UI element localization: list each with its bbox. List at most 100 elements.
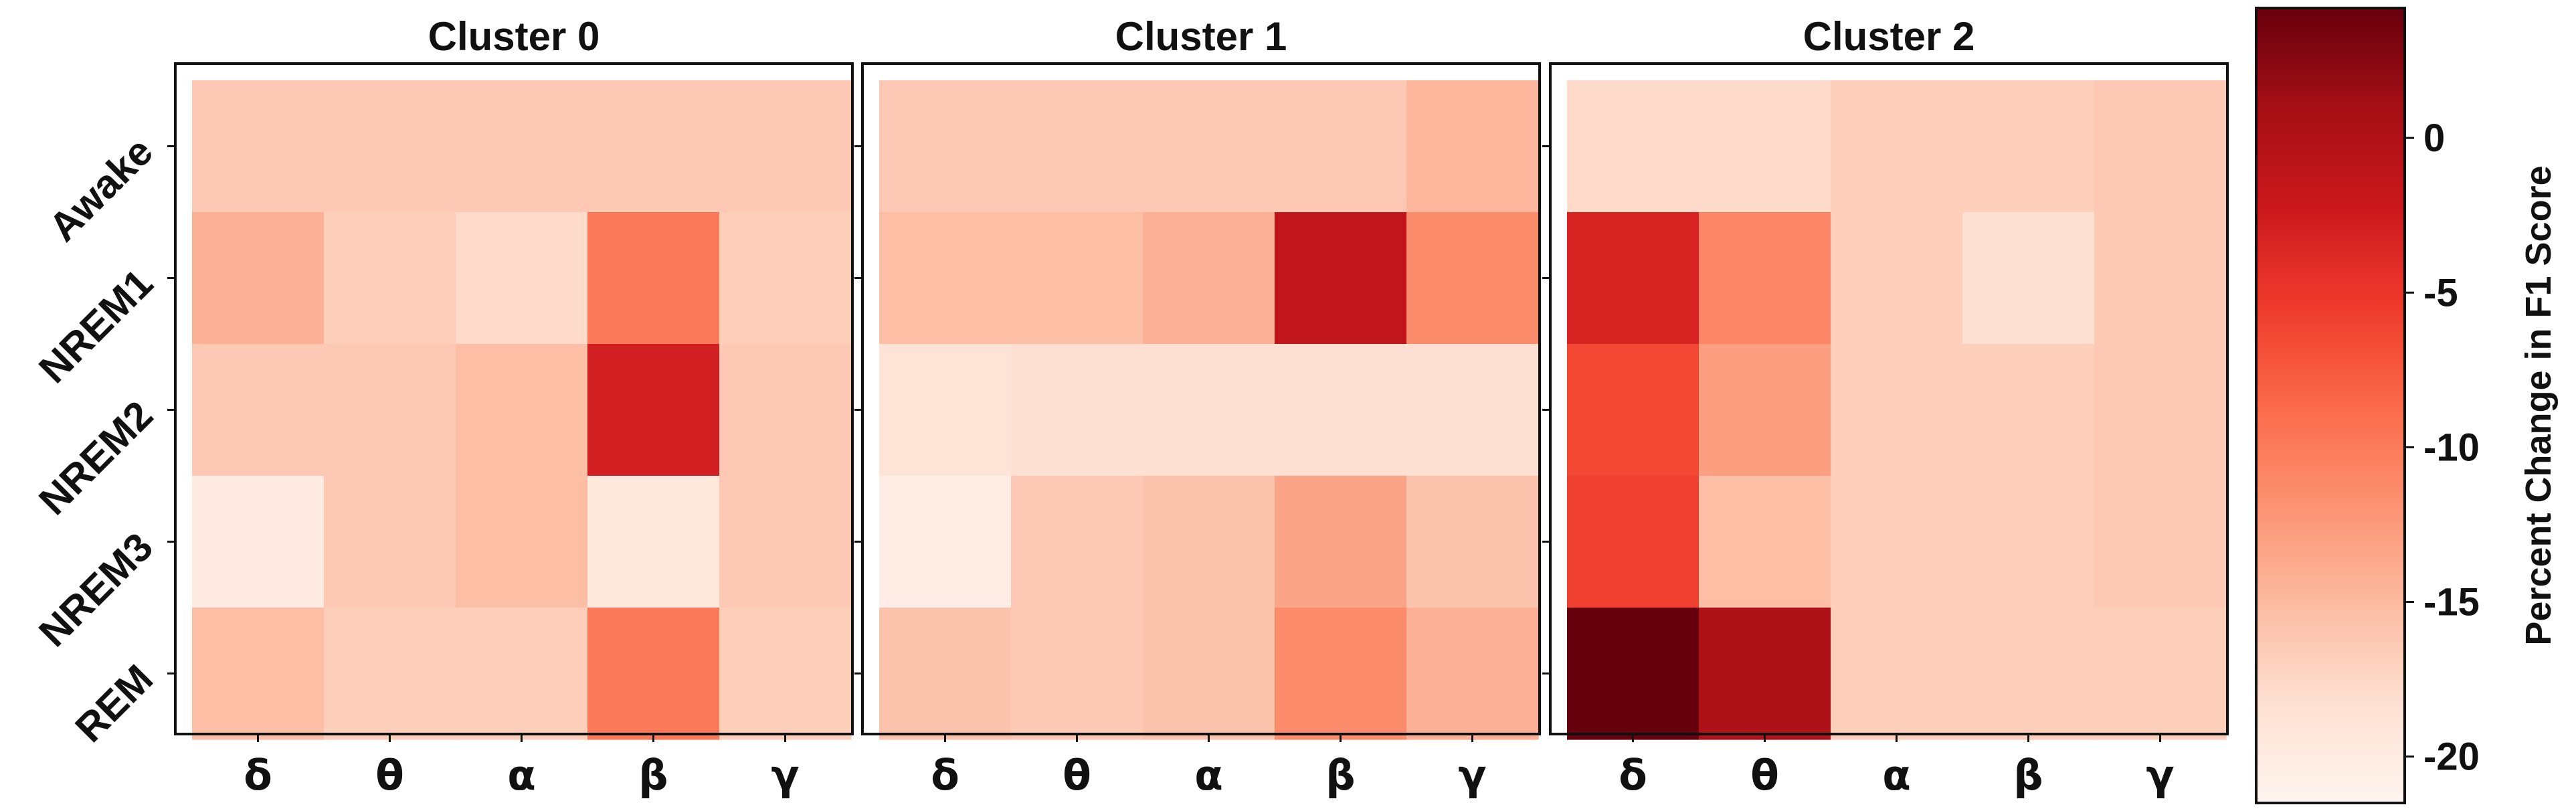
heatmap-cell — [1011, 80, 1143, 213]
heatmap-cell — [587, 608, 720, 740]
heatmap-cell — [1011, 608, 1143, 740]
heatmap-cell — [719, 608, 852, 740]
heatmap-cell — [1406, 344, 1539, 476]
heatmap-cell — [324, 608, 456, 740]
x-tick-label: γ — [771, 751, 799, 800]
heatmap-cell — [324, 212, 456, 345]
heatmap-cell — [1699, 212, 1831, 345]
heatmap-cell — [1699, 80, 1831, 213]
row-label: REM — [67, 656, 162, 751]
row-label: Awake — [40, 128, 161, 250]
heatmap-cell — [1831, 344, 1963, 476]
heatmap-cell — [587, 80, 720, 213]
heatmap-cell — [1831, 212, 1963, 345]
heatmap-cell — [1143, 476, 1275, 608]
heatmap-cell — [2094, 80, 2227, 213]
panel-frame — [861, 62, 1541, 735]
heatmap-cell — [1275, 344, 1407, 476]
heatmap-cell — [1699, 344, 1831, 476]
x-tick-label: γ — [1458, 751, 1486, 800]
heatmap-cell — [192, 212, 325, 345]
heatmap-cell — [1567, 608, 1699, 740]
heatmap-cell — [2094, 344, 2227, 476]
heatmap-cell — [1143, 212, 1275, 345]
heatmap-cell — [456, 608, 588, 740]
heatmap-cell — [1275, 212, 1407, 345]
heatmap-cell — [456, 212, 588, 345]
heatmap-cell — [879, 476, 1012, 608]
heatmap-cell — [1143, 80, 1275, 213]
heatmap-cell — [1275, 608, 1407, 740]
heatmap-cell — [2094, 476, 2227, 608]
heatmap-cell — [1011, 476, 1143, 608]
panel-title: Cluster 2 — [1803, 14, 1975, 59]
x-tick-label: β — [1325, 751, 1355, 800]
x-tick-label: γ — [2146, 751, 2174, 800]
heatmap-cell — [587, 476, 720, 608]
heatmap-cell — [192, 608, 325, 740]
panel-0: Cluster 0 δ θ α β γ — [167, 14, 854, 800]
heatmap-cell — [1567, 80, 1699, 213]
heatmap-cell — [719, 80, 852, 213]
colorbar-tick-label: -10 — [2423, 426, 2480, 469]
heatmap-cell — [879, 80, 1012, 213]
x-tick-label: α — [507, 751, 536, 800]
heatmap-cell — [1699, 608, 1831, 740]
heatmap-cell — [192, 476, 325, 608]
colorbar-tick-label: -15 — [2423, 581, 2480, 624]
heatmap-cell — [1567, 476, 1699, 608]
heatmap-cell — [719, 344, 852, 476]
panel-frame — [1549, 62, 2229, 735]
heatmap-cell — [1406, 212, 1539, 345]
heatmap-cell — [879, 212, 1012, 345]
heatmap-cell — [879, 608, 1012, 740]
colorbar-tick-label: -5 — [2423, 271, 2458, 314]
heatmap-cell — [456, 80, 588, 213]
panel-frame — [174, 62, 854, 735]
x-tick-label: δ — [931, 751, 959, 800]
colorbar-gradient — [2255, 7, 2406, 804]
heatmap-cell — [1011, 344, 1143, 476]
heatmap-cell — [456, 476, 588, 608]
heatmap-cell — [587, 212, 720, 345]
heatmap-cell — [1699, 476, 1831, 608]
x-tick-label: δ — [1619, 751, 1647, 800]
heatmap-cell — [1962, 80, 2095, 213]
heatmap-cell — [719, 212, 852, 345]
x-tick-label: β — [638, 751, 668, 800]
row-label: NREM1 — [30, 260, 161, 391]
heatmap-cell — [1406, 476, 1539, 608]
colorbar-label: Percent Change in F1 Score — [2518, 165, 2559, 645]
heatmap-cell — [456, 344, 588, 476]
x-tick-label: α — [1194, 751, 1223, 800]
heatmap-cell — [1962, 344, 2095, 476]
panel-1: Cluster 1 δ θ α β γ — [854, 14, 1541, 800]
heatmap-cell — [1962, 476, 2095, 608]
heatmap-cell — [1831, 80, 1963, 213]
colorbar-tick-label: 0 — [2423, 116, 2445, 160]
heatmap-cell — [1567, 212, 1699, 345]
heatmap-cell — [1567, 344, 1699, 476]
row-label: NREM2 — [30, 392, 161, 523]
x-tick-label: θ — [375, 751, 404, 800]
heatmap-cell — [324, 344, 456, 476]
heatmap-cell — [192, 80, 325, 213]
heatmap-cell — [587, 344, 720, 476]
colorbar-tick-label: -20 — [2423, 735, 2480, 779]
heatmap-cell — [1406, 80, 1539, 213]
heatmap-cell — [1962, 212, 2095, 345]
heatmap-cell — [2094, 212, 2227, 345]
x-tick-label: θ — [1750, 751, 1779, 800]
heatmap-cell — [879, 344, 1012, 476]
heatmap-cell — [1831, 608, 1963, 740]
heatmap-cell — [1011, 212, 1143, 345]
heatmap-cell — [1275, 80, 1407, 213]
panel-title: Cluster 0 — [428, 14, 600, 59]
x-tick-label: α — [1882, 751, 1911, 800]
x-tick-label: δ — [244, 751, 272, 800]
heatmap-cell — [324, 80, 456, 213]
heatmap-cell — [192, 344, 325, 476]
heatmap-cell — [1143, 344, 1275, 476]
